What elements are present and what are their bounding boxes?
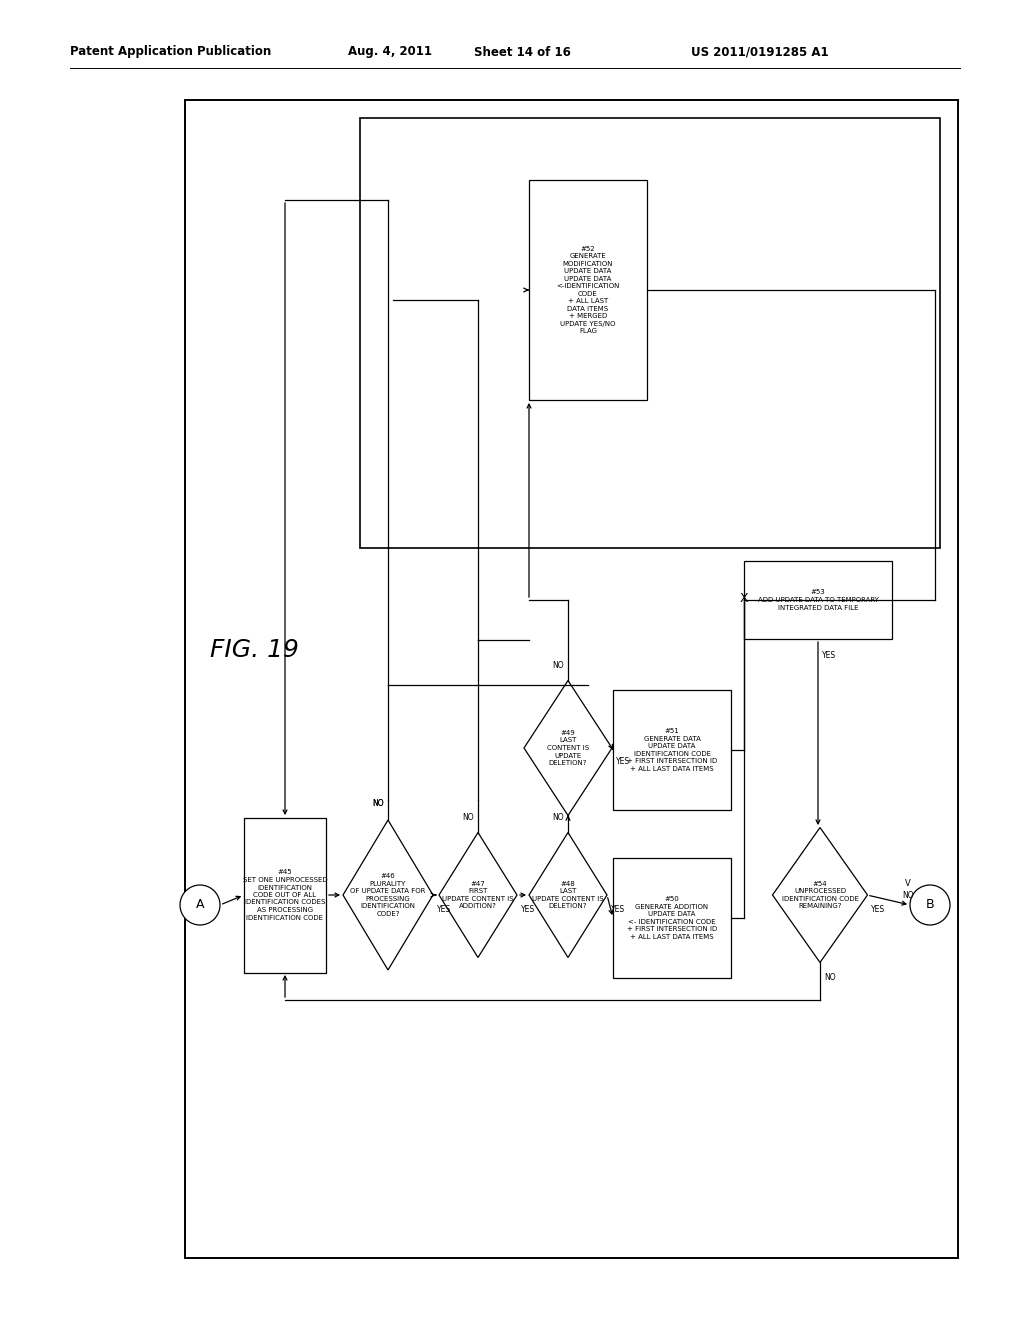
Text: YES: YES — [616, 758, 630, 767]
Polygon shape — [439, 833, 517, 957]
Polygon shape — [772, 828, 867, 962]
Circle shape — [180, 884, 220, 925]
Text: #50
GENERATE ADDITION
UPDATE DATA
<- IDENTIFICATION CODE
+ FIRST INTERSECTION ID: #50 GENERATE ADDITION UPDATE DATA <- IDE… — [627, 896, 717, 940]
Text: US 2011/0191285 A1: US 2011/0191285 A1 — [691, 45, 828, 58]
Text: #45
SET ONE UNPROCESSED
IDENTIFICATION
CODE OUT OF ALL
IDENTIFICATION CODES
AS P: #45 SET ONE UNPROCESSED IDENTIFICATION C… — [243, 870, 328, 920]
Text: NO: NO — [902, 891, 913, 899]
Text: NO: NO — [463, 813, 474, 821]
Text: V: V — [905, 879, 911, 887]
Text: #53
ADD UPDATE DATA TO TEMPORARY
INTEGRATED DATA FILE: #53 ADD UPDATE DATA TO TEMPORARY INTEGRA… — [758, 590, 879, 610]
Text: Sheet 14 of 16: Sheet 14 of 16 — [473, 45, 570, 58]
Text: Patent Application Publication: Patent Application Publication — [70, 45, 271, 58]
Text: FIG. 19: FIG. 19 — [210, 638, 299, 663]
Text: YES: YES — [521, 904, 536, 913]
Text: NO: NO — [373, 800, 384, 808]
Text: YES: YES — [437, 904, 452, 913]
Polygon shape — [343, 820, 433, 970]
Text: X: X — [739, 591, 749, 605]
Text: #54
UNPROCESSED
IDENTIFICATION CODE
REMAINING?: #54 UNPROCESSED IDENTIFICATION CODE REMA… — [781, 880, 858, 909]
Text: A: A — [196, 899, 204, 912]
Text: NO: NO — [552, 660, 564, 669]
Circle shape — [910, 884, 950, 925]
Text: #51
GENERATE DATA
UPDATE DATA
IDENTIFICATION CODE
+ FIRST INTERSECTION ID
+ ALL : #51 GENERATE DATA UPDATE DATA IDENTIFICA… — [627, 729, 717, 772]
FancyBboxPatch shape — [529, 180, 647, 400]
Text: #48
LAST
UPDATE CONTENT IS
DELETION?: #48 LAST UPDATE CONTENT IS DELETION? — [532, 880, 604, 909]
FancyBboxPatch shape — [185, 100, 958, 1258]
Polygon shape — [524, 681, 612, 816]
Text: NO: NO — [824, 974, 836, 982]
Text: YES: YES — [611, 904, 625, 913]
FancyBboxPatch shape — [613, 858, 731, 978]
FancyBboxPatch shape — [244, 817, 326, 973]
Polygon shape — [529, 833, 607, 957]
Text: B: B — [926, 899, 934, 912]
Text: #46
PLURALITY
OF UPDATE DATA FOR
PROCESSING
IDENTIFICATION
CODE?: #46 PLURALITY OF UPDATE DATA FOR PROCESS… — [350, 874, 426, 917]
Text: #47
FIRST
UPDATE CONTENT IS
ADDITION?: #47 FIRST UPDATE CONTENT IS ADDITION? — [442, 880, 514, 909]
Text: YES: YES — [871, 904, 885, 913]
Text: #52
GENERATE
MODIFICATION
UPDATE DATA
UPDATE DATA
<-IDENTIFICATION
CODE
+ ALL LA: #52 GENERATE MODIFICATION UPDATE DATA UP… — [556, 246, 620, 334]
Text: NO: NO — [552, 813, 564, 821]
Text: YES: YES — [822, 651, 837, 660]
FancyBboxPatch shape — [744, 561, 892, 639]
Text: Aug. 4, 2011: Aug. 4, 2011 — [348, 45, 432, 58]
FancyBboxPatch shape — [360, 117, 940, 548]
FancyBboxPatch shape — [613, 690, 731, 810]
Text: NO: NO — [373, 800, 384, 808]
Text: #49
LAST
CONTENT IS
UPDATE
DELETION?: #49 LAST CONTENT IS UPDATE DELETION? — [547, 730, 589, 766]
